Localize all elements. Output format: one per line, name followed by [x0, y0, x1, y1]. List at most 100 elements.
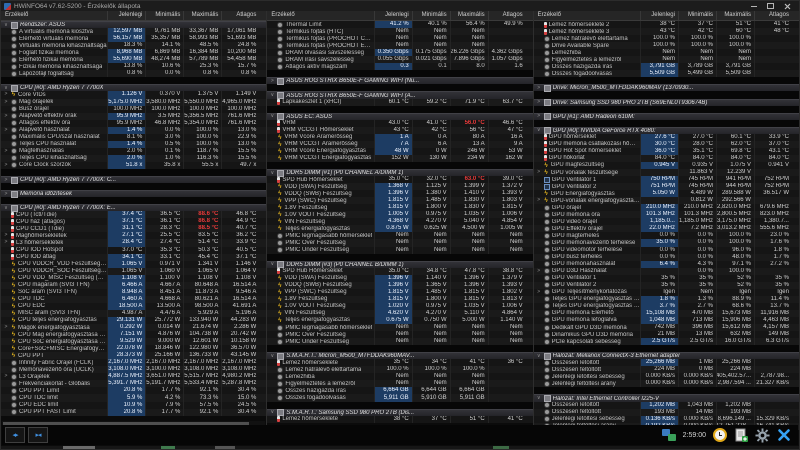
- table-row[interactable]: ϟ SoC áram (SVI3 TFN) 8.948 A 8.451 A 11.873…: [1, 288, 267, 296]
- expand-arrow-icon[interactable]: >: [4, 112, 8, 119]
- table-row[interactable]: ϟ CPU TDC 6.460 A 4.668 A 80.621 A 16.514 A: [1, 295, 267, 303]
- column-header[interactable]: Átlagos: [487, 11, 526, 20]
- table-row[interactable]: Összesen letöltött 25,266 MB 1 MB 25,266 MB: [533, 359, 799, 367]
- column-header[interactable]: Jelenlegi: [373, 11, 412, 20]
- table-row[interactable]: ϟ 1.8V Feszültség 1.815 V 1.800 V 1.815 V 1.8…: [267, 295, 533, 303]
- table-row[interactable]: GPU videó órajel 1,185.0... 1,185.0 MHz 3,1…: [533, 218, 799, 226]
- table-row[interactable]: DRAM írási sávszélesség 0.055 Gbps 0.021 G…: [267, 56, 533, 64]
- table-row[interactable]: Lapozófájl foglaltság 0.8 % 0.0 % 0.8 % 0.8 …: [1, 70, 267, 78]
- expand-arrow-icon[interactable]: >: [4, 161, 8, 168]
- section-row[interactable]: ∨ ASUS ROG STRIX B650E-F GAMING WIFI (Á..…: [267, 91, 533, 99]
- expand-arrow-icon[interactable]: >: [537, 99, 541, 106]
- table-row[interactable]: Teljes CPU kihasználtság 2.0 % 1.0 % 116.3 …: [1, 154, 267, 162]
- table-row[interactable]: Lemez hőmérséklete 2 38 °C 37 °C 51 °C 41 °C: [533, 21, 799, 29]
- section-row[interactable]: > Drive: Micron_M500_MTFDDAK960MAV (13709…: [533, 84, 799, 92]
- table-row[interactable]: ϟ VDDQ (SWB) Feszültség 1.396 V 1.380 V 1.41…: [267, 190, 533, 198]
- logging-button[interactable]: [734, 428, 748, 443]
- table-row[interactable]: CPU PPT FAST Limit 20.8 % 17.7 % 92.1 % 30.4…: [1, 408, 267, 416]
- table-row[interactable]: ϟ 1.0V VOUT Feszültség 1.020 V 0.975 V 1.035…: [267, 302, 533, 310]
- table-row[interactable]: GPU hőmérséklet 27.6 °C 27.0 °C 60.1 °C 33.9…: [533, 133, 799, 141]
- table-row[interactable]: ϟ VPP (SWC) Feszültség 1.815 V 1.485 V 1.830…: [267, 197, 533, 205]
- table-row[interactable]: ϟ Core+SoC+MISC Energiafogyaszt... 22.078 …: [1, 345, 267, 353]
- table-row[interactable]: Memóriavezérlő óra (UCLK) 3,108.0 MHz 3,10…: [1, 366, 267, 374]
- section-row[interactable]: ∨ CPU [#0]: AMD Ryzen 7 7700X: [1, 84, 267, 92]
- column-header[interactable]: Érzékelő: [271, 12, 295, 18]
- table-row[interactable]: ϟ MISC áram (SVI3 TFN) 4.987 A 4.476 A 5.929…: [1, 309, 267, 317]
- reset-clock-button[interactable]: [713, 428, 727, 442]
- table-row[interactable]: ϟ VIN Feszültség 4.620 V 4.270 V 5.110 V 4.86…: [267, 309, 533, 317]
- section-row[interactable]: ∨ DDR5 DIMM [#1] (P0 CHANNEL A/DIMM 1): [267, 168, 533, 177]
- section-row[interactable]: ∨ Hálózat: Intel Ethernet Controller I225…: [533, 394, 799, 403]
- column-header[interactable]: Maximális: [449, 11, 488, 20]
- column-header[interactable]: Érzékelő: [537, 12, 561, 18]
- remote-sensor-icon[interactable]: [661, 429, 676, 441]
- table-row[interactable]: Összesen feltöltött 193 MB 14 MB 193 MB: [533, 408, 799, 416]
- table-row[interactable]: Virtuális memória kihasználtsága 18.3 % 14…: [1, 42, 267, 50]
- table-row[interactable]: PCIe kapcsolati sebesség 2.5 GT/s 2.5 GT/s…: [533, 338, 799, 346]
- column-header[interactable]: Minimális: [145, 11, 183, 20]
- table-row[interactable]: > GPU D3D Használat 0.0 % 100.0 %: [533, 267, 799, 275]
- table-row[interactable]: Jelenlegi feltöltési arány 0.000 KB/s 0.00…: [533, 380, 799, 388]
- table-row[interactable]: > GPU Teljesítménykorlátozás Igen Nem Igen Ig…: [533, 288, 799, 296]
- table-row[interactable]: > L3 hőmérsékletek 28.4 °C 27.4 °C 51.4 °C 33…: [1, 239, 267, 247]
- close-button[interactable]: [781, 2, 794, 10]
- table-row[interactable]: Jelenlegi letöltési sebesség 0.000 KB/s 0.…: [533, 373, 799, 381]
- table-row[interactable]: Összes fogadóolvasás 5,509 GB 5,499 GB 5,50…: [533, 70, 799, 78]
- column-header[interactable]: Jelenlegi: [107, 11, 145, 20]
- table-row[interactable]: CPU ház (átlagos) 37.1 °C 36.1 °C 86.8 °C 44…: [1, 218, 267, 226]
- table-row[interactable]: Lemez hőmérséklete 38 °C 37 °C 51 °C 41 °C: [267, 415, 533, 423]
- table-row[interactable]: GPU órajel 210.0 MHz 210.0 MHz 2,820.0 MHz 6…: [533, 204, 799, 212]
- table-row[interactable]: > Maghőmérsékletek 27.1 °C 25.5 °C 83.5 °C 36…: [1, 232, 267, 240]
- section-row[interactable]: > ASUS ROG STRIX B650E-F GAMING WIFI (Nu.…: [267, 77, 533, 85]
- table-row[interactable]: Átlagos effektív óra 95.9 MHz 46.8 MHz 5,35…: [1, 119, 267, 127]
- table-row[interactable]: Lemez hőmérséklete 35 °C 34 °C 41 °C 36 °C: [267, 359, 533, 367]
- collapse-arrow-icon[interactable]: ∨: [270, 261, 275, 268]
- expand-arrow-icon[interactable]: >: [4, 239, 8, 246]
- table-row[interactable]: PMIC Under Feszültség Nem Nem Nem Nem: [267, 246, 533, 254]
- table-row[interactable]: SPD Hub Hőmérséklet 35.0 °C 34.8 °C 47.8 °C…: [267, 267, 533, 275]
- table-row[interactable]: > ϟ Core VIDs 1.126 V 0.370 V 1.375 V 1.149 V: [1, 91, 267, 99]
- table-row[interactable]: Lemez hátralévő élettartama 100.0 % 100.0 …: [533, 35, 799, 43]
- collapse-arrow-icon[interactable]: ∨: [4, 84, 8, 91]
- table-row[interactable]: Infinity Fabric Órajel (FCLK) 2,167.0 MHz…: [1, 359, 267, 367]
- table-row[interactable]: Összesen letöltött 1,202 MB 1,043 MB 1,202 …: [533, 401, 799, 409]
- table-row[interactable]: Összes fogadóolvasás 5,911 GB 5,910 GB 5,91…: [267, 394, 533, 402]
- expand-arrow-icon[interactable]: >: [4, 324, 8, 331]
- settings-button[interactable]: [755, 427, 770, 443]
- table-row[interactable]: Figyelmeztetés a lemezről Nem Nem Nem: [533, 56, 799, 64]
- column-header[interactable]: Érzékelő: [5, 12, 29, 18]
- table-row[interactable]: VRM VCCGT Hőmérséklet 43 °C 42 °C 56 °C 47 °…: [267, 126, 533, 134]
- table-row[interactable]: ϟ VDD (SWA) Feszültség 1.368 V 1.125 V 1.399…: [267, 183, 533, 191]
- column-header[interactable]: Átlagos: [221, 11, 259, 20]
- table-row[interactable]: Dedikált GPU D3D memória 742 MB 396 MB 15,6…: [533, 324, 799, 332]
- table-row[interactable]: GPU Effektív órajel 22.0 MHz 7.2 MHz 3,013.…: [533, 225, 799, 233]
- table-row[interactable]: ϟ CPU SoC energiafogyasztása (SVI... 9.529…: [1, 338, 267, 346]
- collapse-arrow-icon[interactable]: ∨: [536, 395, 541, 402]
- table-row[interactable]: GPU Ventilátor 2 751 RPM 745 RPM 944 RPM 752…: [533, 183, 799, 191]
- table-row[interactable]: ϟ VRM VCCGT Energiafogyasztás 152 W 130 W 23…: [267, 154, 533, 162]
- maximize-button[interactable]: [764, 2, 777, 10]
- table-row[interactable]: ϟ GPU Energiafogyasztás 5.050 W 4.489 W 289.…: [533, 190, 799, 198]
- table-row[interactable]: CPU IOD átlag 34.1 °C 33.1 °C 45.4 °C 37.1 °…: [1, 253, 267, 261]
- column-header[interactable]: Maximális: [183, 11, 221, 20]
- table-row[interactable]: ϟ CPU PPT 28.373 W 25.166 W 136.733 W 43.145 …: [1, 352, 267, 360]
- table-row[interactable]: Frekvenciakorlát - Globális 5,391.7 MHz 5,…: [1, 380, 267, 388]
- section-row[interactable]: ∨ CPU [#0]: AMD Ryzen 7 7700X: E...: [1, 204, 267, 212]
- expand-arrow-icon[interactable]: >: [4, 91, 8, 98]
- table-row[interactable]: Termikus fojtás (PROCHOT CPU) Nem Nem Nem: [267, 35, 533, 43]
- table-row[interactable]: GPU videomotor terhelése 0.0 % 0.0 % 96.0 %…: [533, 246, 799, 254]
- table-row[interactable]: Teljes CPU használat 1.4 % 0.5 % 100.0 % 13.…: [1, 140, 267, 148]
- table-row[interactable]: CPU PPT Limit 20.8 % 17.7 % 92.1 % 30.4 %: [1, 387, 267, 395]
- table-row[interactable]: GPU busz terhelés 0.0 % 0.0 % 48.0 % 1.7 %: [533, 253, 799, 261]
- expand-arrow-icon[interactable]: >: [537, 169, 541, 175]
- collapse-arrow-icon[interactable]: ∨: [536, 127, 541, 134]
- table-row[interactable]: CPU (Tctl/Tdie) 37.4 °C 36.5 °C 88.6 °C 46.8…: [1, 211, 267, 219]
- table-row[interactable]: Figyelmeztetés a lemezről Nem Nem Nem: [267, 380, 533, 388]
- table-row[interactable]: Lemez hátralévő élettartama 100.0 % 100.0 …: [267, 366, 533, 374]
- horizontal-scrollbar[interactable]: [2, 421, 265, 427]
- expand-columns-button[interactable]: ◂▸: [5, 427, 25, 443]
